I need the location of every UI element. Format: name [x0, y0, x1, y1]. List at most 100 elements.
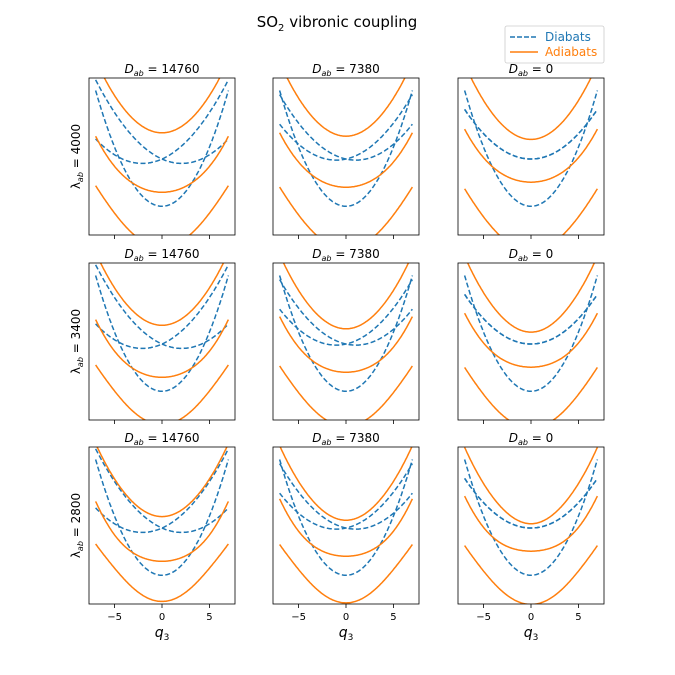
subplot-frame: [88, 262, 236, 421]
subplot-curves: [463, 263, 599, 420]
subplot-curves: [94, 78, 230, 235]
subplot-r1-c2: Dab = 0: [457, 247, 605, 424]
adiabat-upper-line: [99, 263, 225, 327]
x-axis-label: q3: [339, 625, 354, 643]
diabat-ground-line: [463, 459, 599, 577]
adiabat-upper-line: [96, 447, 228, 518]
subplot-title: Dab = 0: [509, 247, 554, 263]
diabat-ground-line: [94, 459, 230, 577]
adiabat-middle-line: [94, 135, 230, 194]
subplot-r0-c1: Dab = 7380: [272, 62, 420, 239]
adiabat-upper-line: [286, 78, 406, 137]
legend-diabats-label: Diabats: [545, 30, 591, 44]
y-axis-label: λab = 2800: [69, 493, 85, 558]
figure-title-main: SO: [257, 13, 278, 31]
adiabat-lower-line: [464, 545, 599, 604]
y-axis-label: λab = 3400: [69, 309, 85, 374]
subplot-r1-c0: Dab = 14760 λab = 3400: [69, 247, 236, 424]
subplot-frame: [88, 77, 236, 236]
x-axis-label: q3: [524, 625, 539, 643]
x-axis-label: q3: [155, 625, 170, 643]
subplot-r1-c1: Dab = 7380: [272, 247, 420, 424]
y-axis-label: λab = 4000: [69, 124, 85, 189]
adiabat-upper-line: [279, 447, 413, 521]
x-tick-label: −5: [291, 612, 306, 623]
diabat-upper-right-line: [464, 108, 599, 160]
diabat-upper-right-line: [279, 463, 414, 530]
adiabat-lower-line: [94, 185, 230, 235]
adiabat-lower-line: [95, 543, 229, 603]
diabat-upper-right-line: [95, 79, 230, 165]
diabat-upper-right-line: [279, 279, 414, 346]
adiabat-upper-line: [470, 78, 592, 141]
x-tick-label: 5: [575, 612, 581, 623]
diabat-ground-line: [94, 275, 230, 393]
adiabat-lower-line: [279, 544, 413, 604]
subplot-frame: [457, 446, 605, 605]
x-tick-label: 0: [159, 612, 165, 623]
subplot-frame: [88, 446, 236, 605]
figure-title: SO2 vibronic coupling: [257, 13, 418, 34]
subplot-title: Dab = 0: [509, 431, 554, 447]
x-tick-label: 0: [343, 612, 349, 623]
subplot-r2-c2: −5 0 5 Dab = 0 q3: [457, 431, 605, 643]
subplot-curves: [94, 263, 230, 420]
subplot-curves: [94, 447, 230, 603]
subplot-title: Dab = 7380: [312, 62, 379, 78]
adiabat-lower-line: [278, 186, 414, 235]
diabat-upper-right-line: [279, 94, 414, 161]
adiabat-middle-line: [463, 128, 599, 183]
adiabat-lower-line: [279, 365, 413, 420]
diabat-upper-left-line: [94, 264, 229, 350]
adiabat-upper-line: [466, 263, 596, 333]
legend-frame: [504, 25, 605, 64]
adiabat-upper-line: [282, 263, 410, 330]
adiabat-middle-line: [278, 498, 414, 557]
x-tick-label: −5: [107, 612, 122, 623]
diabat-upper-left-line: [94, 79, 229, 165]
adiabat-upper-line: [463, 447, 599, 525]
subplot-curves: [278, 447, 414, 604]
subplot-r0-c2: Dab = 0: [457, 62, 605, 239]
diabat-upper-right-line: [464, 293, 599, 345]
adiabat-middle-line: [94, 501, 230, 563]
subplot-title: Dab = 14760: [124, 431, 199, 447]
diabat-ground-line: [278, 459, 414, 577]
adiabat-middle-line: [463, 312, 599, 368]
subplot-curves: [463, 447, 599, 604]
legend-adiabats-label: Adiabats: [545, 45, 597, 59]
subplot-title: Dab = 14760: [124, 247, 199, 263]
diabat-upper-right-line: [95, 264, 230, 350]
subplot-r2-c1: −5 0 5 Dab = 7380 q3: [272, 431, 420, 643]
subplot-title: Dab = 7380: [312, 431, 379, 447]
subplot-curves: [278, 263, 414, 420]
adiabat-upper-line: [103, 78, 221, 134]
subplot-title: Dab = 7380: [312, 247, 379, 263]
diabat-ground-line: [94, 90, 230, 208]
x-tick-label: 5: [390, 612, 396, 623]
figure-title-rest: vibronic coupling: [284, 13, 417, 31]
adiabat-lower-line: [463, 188, 599, 235]
subplot-r2-c0: −5 0 5 Dab = 14760 λab = 2800 q3: [69, 431, 236, 643]
subplot-title: Dab = 14760: [124, 62, 199, 78]
subplot-curves: [278, 78, 414, 235]
panel-grid: Dab = 14760 λab = 4000 Dab = 7380 Dab = 0 Da…: [69, 62, 605, 643]
figure-title-sub: 2: [278, 23, 284, 34]
adiabat-middle-line: [278, 316, 414, 373]
x-tick-label: 5: [206, 612, 212, 623]
x-tick-label: 0: [528, 612, 534, 623]
subplot-curves: [463, 78, 599, 235]
adiabat-middle-line: [94, 319, 230, 379]
diabat-upper-right-line: [95, 448, 230, 534]
adiabat-lower-line: [94, 364, 229, 420]
diabat-ground-line: [463, 90, 599, 208]
x-tick-label: −5: [476, 612, 491, 623]
adiabat-middle-line: [463, 495, 599, 552]
subplot-title: Dab = 0: [509, 62, 554, 78]
diabat-ground-line: [278, 275, 414, 393]
subplot-r0-c0: Dab = 14760 λab = 4000: [69, 62, 236, 239]
diabat-upper-left-line: [94, 448, 229, 534]
legend: Diabats Adiabats: [504, 25, 605, 64]
diabat-ground-line: [463, 275, 599, 393]
